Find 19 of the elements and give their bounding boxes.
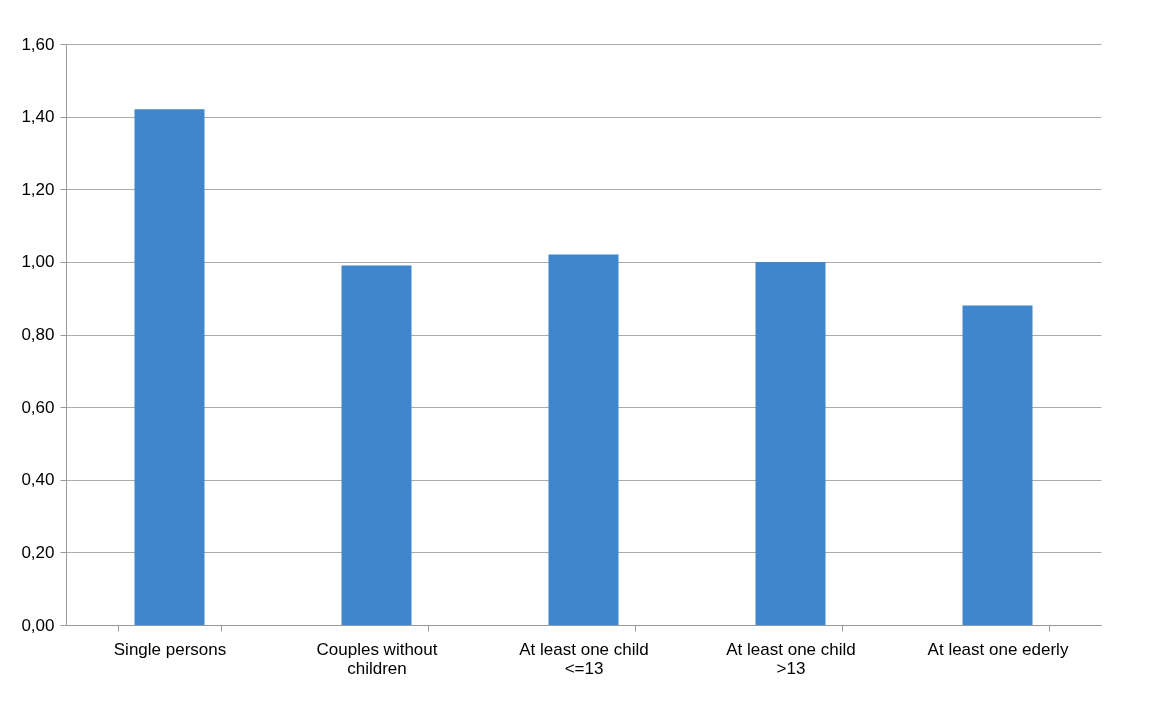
y-tick-label: 1,40 [21, 107, 55, 127]
x-tick-label: At least one child <=13 [519, 639, 649, 678]
y-tick-label: 1,60 [21, 34, 55, 54]
x-tick-label: Single persons [113, 639, 227, 659]
bar [548, 254, 619, 625]
x-tick-label: Couples without children [316, 639, 438, 678]
y-tick-label: 1,20 [21, 179, 55, 199]
x-tick-label: At least one ederly [927, 639, 1069, 659]
y-tick-label: 0,60 [21, 397, 55, 417]
bar [962, 305, 1033, 625]
y-tick-label: 0,80 [21, 325, 55, 344]
y-tick-label: 0,20 [21, 542, 55, 562]
bar [755, 261, 826, 625]
bar [341, 265, 412, 625]
y-tick-label: 0,00 [21, 615, 55, 635]
y-tick-label: 1,00 [21, 252, 55, 272]
bar [134, 109, 205, 625]
x-tick-label: At least one child >13 [726, 639, 856, 678]
y-tick-label: 0,40 [21, 470, 55, 490]
